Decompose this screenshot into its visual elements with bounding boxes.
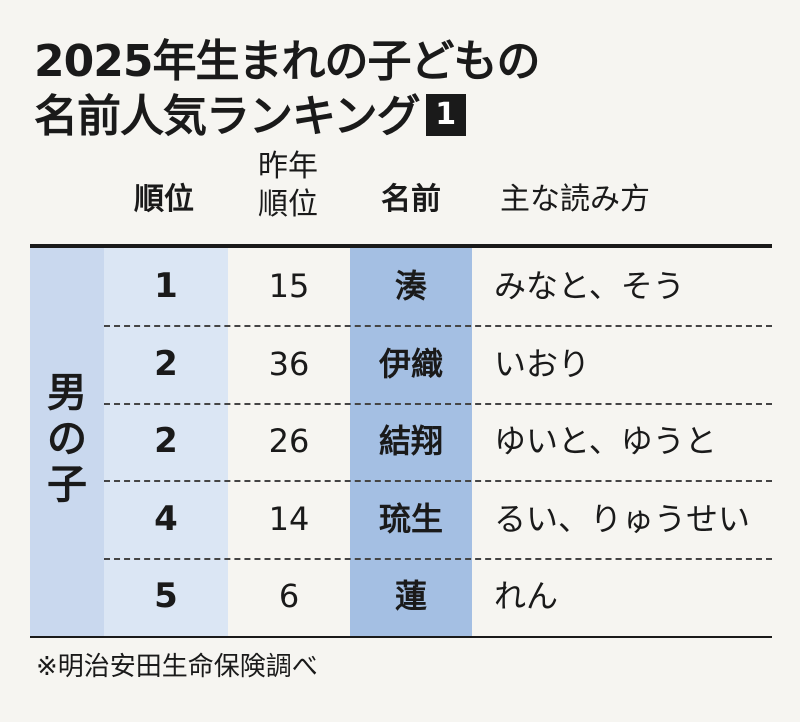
table-top-rule [30,244,772,248]
table-row: 1 15 湊 みなと、そう [104,248,772,326]
group-label-char-3: 子 [47,462,87,508]
previous-rank-cell: 26 [268,422,310,461]
previous-rank-cell: 36 [268,344,310,383]
part-number-badge: 1 [425,94,466,136]
title-line-2: 名前人気ランキング 1 [34,89,539,144]
row-divider [104,558,772,560]
rank-cell: 2 [154,421,178,462]
previous-rank-cell: 14 [268,499,310,538]
name-cell: 伊織 [378,344,443,383]
reading-cell: いおり [494,344,591,383]
group-column-band [30,248,104,636]
table-row: 2 36 伊織 いおり [104,326,772,404]
previous-rank-cell: 15 [268,267,310,305]
name-cell: 蓮 [394,577,427,616]
source-note: ※明治安田生命保険調べ [36,652,318,682]
title-line-1: 2025年生まれの子どもの [34,36,540,87]
title-line-2-text: 名前人気ランキング [34,91,421,142]
reading-cell: ゆいと、ゆうと [494,422,717,461]
header-previous-rank-line2: 順位 [258,187,318,222]
row-divider [104,325,772,327]
name-cell: 湊 [394,267,427,305]
header-reading: 主な読み方 [500,182,650,217]
table-row: 4 14 琉生 るい、りゅうせい [104,481,772,559]
row-divider [104,403,772,405]
rank-cell: 5 [154,576,178,617]
reading-cell: るい、りゅうせい [494,499,751,538]
table-row: 2 26 結翔 ゆいと、ゆうと [104,403,772,481]
header-previous-rank: 昨年 順位 [228,148,348,224]
group-label-char-2: の [47,416,87,462]
rank-cell: 4 [154,498,178,539]
name-cell: 結翔 [378,422,443,461]
header-previous-rank-line1: 昨年 [258,149,318,184]
header-name: 名前 [381,182,441,217]
rank-cell: 2 [154,343,178,384]
name-cell: 琉生 [378,499,443,538]
group-label-char-1: 男 [47,370,87,416]
reading-cell: みなと、そう [494,267,685,305]
group-label-boys: 男 の 子 [30,370,104,508]
row-divider [104,480,772,482]
previous-rank-cell: 6 [278,577,300,616]
header-rank: 順位 [134,182,194,217]
reading-cell: れん [494,577,559,616]
name-column-band [350,248,472,636]
table-bottom-rule [30,636,772,638]
table-row: 5 6 蓮 れん [104,558,772,636]
rank-cell: 1 [154,266,178,306]
rank-column-band [104,248,228,636]
page-title: 2025年生まれの子どもの 名前人気ランキング 1 [34,34,540,144]
